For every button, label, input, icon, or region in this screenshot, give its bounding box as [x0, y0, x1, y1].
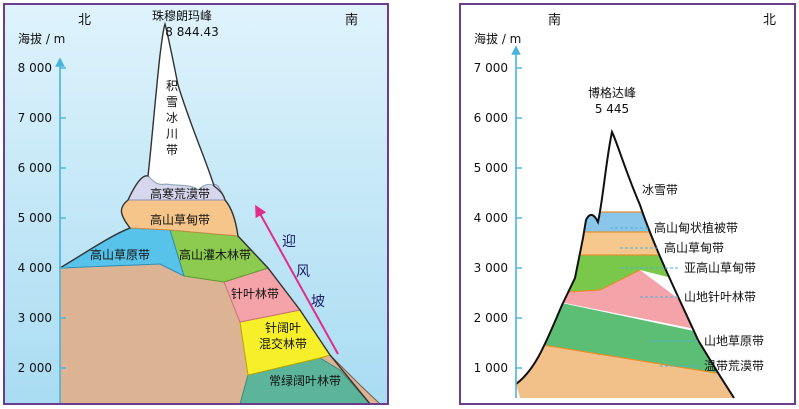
label-conifer: 针叶林带: [231, 286, 279, 301]
label-snow-3: 冰: [166, 111, 178, 125]
windward-char-1: 迎: [282, 234, 296, 250]
rlabel-cushion: 高山甸状植被带: [654, 220, 738, 235]
label-alpine-meadow: 高山草甸带: [150, 212, 210, 227]
label-snow-2: 雪: [166, 95, 178, 109]
rzone-steppe: [516, 290, 734, 380]
rlabel-steppe: 山地草原带: [704, 334, 764, 348]
right-panel: 7 000 6 000 5 000 4 000 3 000 2 000 1 00…: [459, 3, 796, 405]
rlabel-meadow: 高山草甸带: [664, 240, 724, 255]
right-tick-3000: 3 000: [474, 261, 508, 275]
left-peak-height: 8 844.43: [165, 25, 218, 39]
right-tick-7000: 7 000: [474, 61, 508, 75]
right-tick-5000: 5 000: [474, 161, 508, 175]
left-tick-3000: 3 000: [18, 311, 52, 325]
right-panel-border: [459, 3, 796, 405]
label-evergreen: 常绿阔叶林带: [269, 373, 341, 388]
left-tick-7000: 7 000: [18, 111, 52, 125]
windward-char-2: 风: [296, 264, 310, 280]
left-direction-south: 南: [345, 12, 358, 28]
rlabel-desert: 温带荒漠带: [704, 359, 764, 373]
rlabel-conifer: 山地针叶林带: [684, 289, 756, 304]
left-ticks: [60, 67, 66, 369]
rzone-conifer: [516, 270, 700, 330]
left-tick-5000: 5 000: [18, 211, 52, 225]
right-peak-name: 博格达峰: [588, 85, 636, 100]
label-snow-5: 带: [166, 143, 178, 157]
left-axis-title: 海拔 / m: [18, 31, 65, 46]
label-mixed-1: 针阔叶: [265, 320, 301, 335]
rlabel-snow: 冰雪带: [642, 183, 678, 197]
label-mixed-2: 混交林带: [259, 336, 307, 351]
right-tick-1000: 1 000: [474, 361, 508, 375]
label-alpine-desert: 高寒荒漠带: [150, 186, 210, 201]
right-tick-6000: 6 000: [474, 111, 508, 125]
right-tick-4000: 4 000: [474, 211, 508, 225]
label-snow-4: 川: [166, 127, 178, 141]
right-direction-north: 北: [763, 13, 776, 28]
mountain-outline: [59, 21, 371, 404]
left-panel-border: [3, 3, 389, 405]
left-panel: 8 000 7 000 6 000 5 000 4 000 3 000 2 00…: [3, 3, 389, 405]
windward-char-3: 坡: [311, 294, 325, 310]
leader-lines: [610, 227, 700, 367]
left-tick-6000: 6 000: [18, 161, 52, 175]
label-alpine-shrub: 高山灌木林带: [179, 247, 251, 262]
left-peak-name: 珠穆朗玛峰: [152, 8, 212, 23]
right-axis-title: 海拔 / m: [474, 31, 521, 46]
label-alpine-steppe: 高山草原带: [90, 247, 150, 262]
right-mountain-outline: [515, 129, 735, 399]
right-ticks: [516, 67, 522, 369]
left-tick-8000: 8 000: [18, 61, 52, 75]
right-direction-south: 南: [548, 12, 561, 28]
rlabel-subalpine: 亚高山草甸带: [684, 260, 756, 275]
left-direction-north: 北: [78, 13, 91, 28]
left-tick-2000: 2 000: [18, 361, 52, 375]
windward-arrow: [255, 204, 339, 355]
left-tick-4000: 4 000: [18, 261, 52, 275]
right-peak-height: 5 445: [595, 102, 629, 116]
right-tick-2000: 2 000: [474, 311, 508, 325]
label-snow-1: 积: [166, 79, 178, 93]
